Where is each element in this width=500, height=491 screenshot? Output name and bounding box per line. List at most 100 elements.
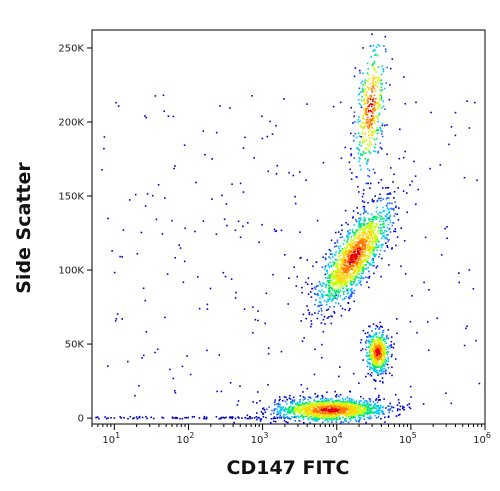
event-dot: [323, 315, 326, 318]
event-dot: [372, 117, 375, 120]
event-dot: [377, 230, 379, 232]
event-dot: [333, 296, 336, 299]
event-dot: [339, 263, 341, 265]
event-dot: [357, 263, 360, 266]
event-dot: [110, 417, 112, 419]
event-dot: [320, 307, 322, 310]
event-dot: [369, 97, 371, 99]
event-dot: [362, 246, 364, 248]
event-dot: [251, 95, 253, 97]
event-dot: [372, 86, 375, 88]
event-dot: [243, 308, 246, 310]
event-dot: [291, 416, 293, 418]
event-dot: [463, 344, 466, 347]
event-dot: [330, 406, 332, 409]
event-dot: [362, 122, 364, 124]
event-dot: [341, 277, 343, 280]
event-dot: [316, 409, 318, 411]
event-dot: [353, 261, 356, 264]
event-dot: [349, 229, 351, 232]
event-dot: [303, 398, 306, 400]
event-dot: [391, 374, 393, 377]
event-dot: [361, 405, 363, 407]
event-dot: [229, 382, 232, 384]
event-dot: [162, 94, 165, 97]
event-dot: [279, 408, 282, 411]
event-dot: [363, 112, 366, 114]
event-dot: [331, 421, 333, 423]
event-dot: [336, 272, 339, 274]
event-dot: [386, 246, 389, 249]
event-dot: [380, 212, 382, 214]
event-dot: [363, 224, 366, 227]
event-dot: [353, 251, 356, 254]
event-dot: [383, 357, 386, 360]
event-dot: [366, 365, 369, 368]
event-dot: [396, 404, 399, 406]
event-dot: [223, 417, 226, 419]
event-dot: [242, 147, 245, 149]
event-dot: [365, 339, 368, 342]
event-dot: [339, 305, 342, 307]
event-dot: [348, 248, 350, 251]
event-dot: [184, 227, 186, 230]
x-tick-label: 102: [177, 431, 195, 446]
event-dot: [287, 417, 289, 419]
event-dot: [392, 207, 395, 210]
event-dot: [368, 169, 371, 172]
event-dot: [219, 417, 222, 420]
event-dot: [354, 276, 357, 279]
event-dot: [362, 412, 364, 414]
event-dot: [371, 112, 374, 115]
event-dot: [273, 416, 276, 418]
event-dot: [294, 407, 297, 410]
event-dot: [409, 407, 412, 410]
event-dot: [389, 193, 392, 195]
event-dot: [364, 94, 366, 96]
event-dot: [358, 412, 361, 415]
event-dot: [274, 420, 277, 423]
event-dot: [288, 397, 291, 400]
event-dot: [371, 344, 373, 347]
event-dot: [391, 248, 393, 250]
event-dot: [355, 233, 358, 235]
y-tick-label: 250K: [58, 43, 84, 54]
event-dot: [383, 338, 385, 341]
event-dot: [378, 363, 381, 366]
event-dot: [376, 349, 378, 352]
event-dot: [346, 239, 349, 242]
event-dot: [358, 416, 361, 419]
event-dot: [262, 412, 264, 415]
event-dot: [338, 401, 341, 404]
event-dot: [327, 409, 330, 411]
event-dot: [343, 253, 346, 256]
event-dot: [320, 404, 322, 407]
event-dot: [340, 259, 342, 262]
event-dot: [338, 285, 341, 288]
event-dot: [174, 257, 176, 259]
event-dot: [376, 206, 378, 209]
event-dot: [368, 286, 370, 289]
event-dot: [375, 53, 377, 56]
event-dot: [335, 271, 338, 273]
event-dot: [356, 262, 358, 265]
event-dot: [338, 375, 340, 378]
event-dot: [312, 419, 314, 421]
event-dot: [313, 373, 316, 376]
event-dot: [326, 419, 329, 421]
y-tick-label: 100K: [58, 266, 84, 277]
event-dot: [315, 410, 317, 412]
event-dot: [375, 398, 378, 400]
event-dot: [350, 406, 352, 408]
event-dot: [350, 243, 352, 246]
event-dot: [318, 280, 321, 283]
x-axis-title: CD147 FITC: [227, 457, 350, 479]
event-dot: [376, 85, 379, 88]
event-dot: [246, 414, 249, 417]
event-dot: [351, 259, 353, 261]
event-dot: [323, 268, 326, 271]
event-dot: [370, 115, 373, 117]
event-dot: [194, 230, 196, 233]
event-dot: [377, 372, 379, 374]
event-dot: [371, 198, 374, 201]
